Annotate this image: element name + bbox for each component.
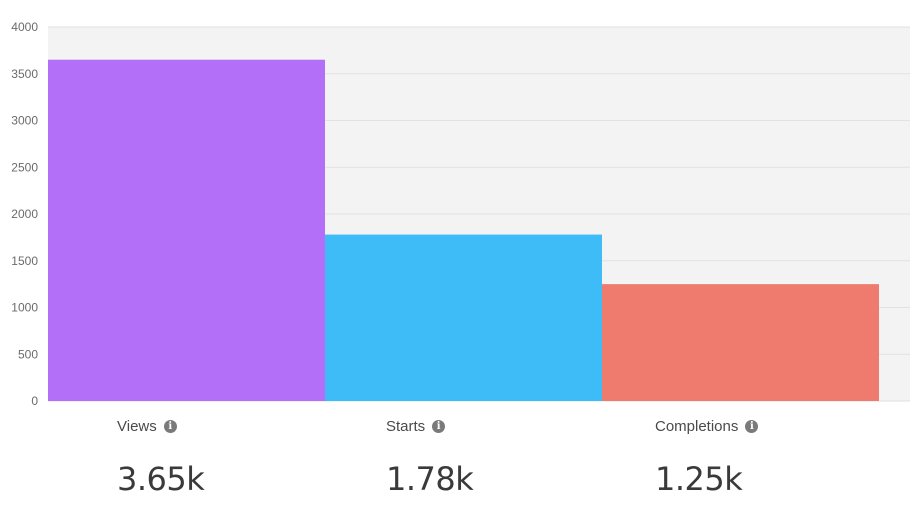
metric-views: Views i 3.65k [117, 410, 205, 510]
metric-label: Views [117, 417, 157, 435]
y-axis-ticks: 0 500 1000 1500 2000 2500 3000 3500 4000 [11, 20, 38, 408]
y-tick-label: 3000 [11, 114, 38, 128]
y-tick-label: 3500 [11, 67, 38, 81]
bars [48, 59, 879, 401]
metric-label: Starts [386, 417, 426, 435]
y-tick-label: 2000 [11, 207, 38, 221]
bar-starts[interactable] [325, 234, 602, 401]
bar-views[interactable] [48, 59, 325, 401]
metric-value: 1.25k [655, 460, 743, 498]
y-tick-label: 4000 [11, 20, 38, 34]
y-tick-label: 1000 [11, 301, 38, 315]
info-icon[interactable]: i [745, 419, 759, 433]
y-tick-label: 1500 [11, 254, 38, 268]
metric-label: Completions [655, 417, 739, 435]
metric-completions: Completions i 1.25k [655, 410, 759, 510]
bar-completions[interactable] [602, 284, 879, 401]
y-tick-label: 2500 [11, 160, 38, 174]
y-tick-label: 0 [31, 394, 38, 408]
y-tick-label: 500 [18, 347, 38, 361]
metric-value: 1.78k [386, 460, 474, 498]
bar-chart: 0 500 1000 1500 2000 2500 3000 3500 4000 [11, 20, 910, 408]
info-icon[interactable]: i [432, 419, 446, 433]
metric-starts: Starts i 1.78k [386, 410, 474, 510]
info-icon[interactable]: i [163, 419, 177, 433]
metric-value: 3.65k [117, 460, 205, 498]
